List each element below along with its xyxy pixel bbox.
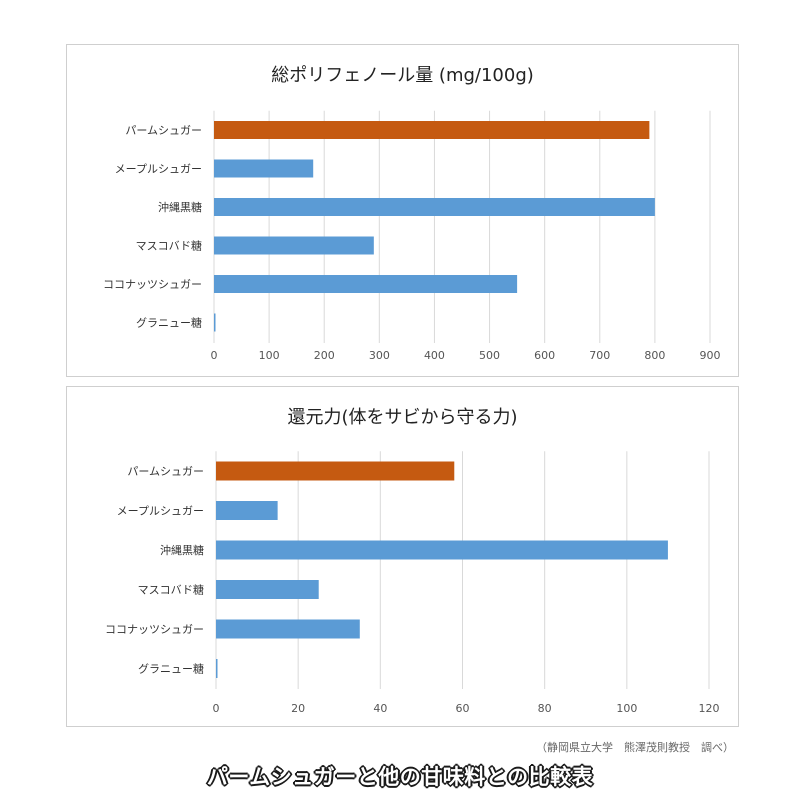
polyphenol-tick-label: 200 xyxy=(314,349,335,362)
reducing-power-bar xyxy=(216,501,278,520)
polyphenol-tick-label: 500 xyxy=(479,349,500,362)
reducing-power-category-label: マスコバド糖 xyxy=(138,583,204,597)
polyphenol-tick-label: 900 xyxy=(700,349,721,362)
polyphenol-bar xyxy=(214,313,216,332)
polyphenol-category-label: メープルシュガー xyxy=(115,163,202,176)
reducing-power-tick-label: 20 xyxy=(291,702,305,715)
reducing-power-category-label: パームシュガー xyxy=(127,465,204,478)
reducing-power-category-label: メープルシュガー xyxy=(117,505,204,518)
polyphenol-category-label: 沖縄黒糖 xyxy=(158,200,202,214)
caption: パームシュガーと他の甘味料との比較表 xyxy=(206,765,594,789)
reducing-power-bar xyxy=(216,540,668,560)
polyphenol-category-label: グラニュー糖 xyxy=(136,316,202,330)
polyphenol-bar xyxy=(214,159,314,178)
polyphenol-tick-label: 400 xyxy=(424,349,445,362)
reducing-power-bar xyxy=(216,619,360,639)
polyphenol-bar xyxy=(214,275,518,293)
polyphenol-tick-label: 300 xyxy=(369,349,390,362)
polyphenol-category-label: パームシュガー xyxy=(125,124,202,137)
reducing-power-category-label: 沖縄黒糖 xyxy=(160,543,204,557)
reducing-power-category-label: ココナッツシュガー xyxy=(105,623,204,636)
reducing-power-tick-label: 0 xyxy=(213,702,220,715)
polyphenol-category-label: ココナッツシュガー xyxy=(103,278,202,291)
reducing-power-category-label: グラニュー糖 xyxy=(138,662,204,676)
source-note: （静岡県立大学 熊澤茂則教授 調べ） xyxy=(536,741,734,754)
polyphenol-bar xyxy=(214,198,655,216)
polyphenol-bar xyxy=(214,121,650,139)
reducing-power-tick-label: 40 xyxy=(373,702,387,715)
reducing-power-tick-label: 120 xyxy=(699,702,720,715)
reducing-power-bar xyxy=(216,461,455,481)
polyphenol-chart-title: 総ポリフェノール量 (mg/100g) xyxy=(271,65,534,86)
reducing-power-bar-chart: 0 20 40 60 80 100 120 パームシュガーメープルシュガー沖縄黒糖マスコバド糖… xyxy=(105,451,720,715)
polyphenol-category-label: マスコバド糖 xyxy=(136,239,202,253)
reducing-power-bar xyxy=(216,659,218,678)
polyphenol-tick-label: 800 xyxy=(644,349,665,362)
polyphenol-tick-label: 0 xyxy=(211,349,218,362)
polyphenol-bar-chart: 0 100 200 300 400 500 600 700 800 900 パームシュガーメープルシ… xyxy=(103,110,721,362)
reducing-power-tick-label: 80 xyxy=(538,702,552,715)
polyphenol-chart-panel: 総ポリフェノール量 (mg/100g) 0 100 200 300 400 500 600 7… xyxy=(66,44,739,377)
reducing-power-bar xyxy=(216,580,319,599)
polyphenol-tick-label: 100 xyxy=(259,349,280,362)
reducing-power-chart-title: 還元力(体をサビから守る力) xyxy=(287,407,518,428)
polyphenol-tick-label: 600 xyxy=(534,349,555,362)
reducing-power-tick-label: 60 xyxy=(456,702,470,715)
polyphenol-bar xyxy=(214,236,374,255)
reducing-power-tick-label: 100 xyxy=(616,702,637,715)
reducing-power-chart-panel: 還元力(体をサビから守る力) 0 20 40 60 80 100 120 パームシュガーメープ… xyxy=(66,386,739,727)
polyphenol-tick-label: 700 xyxy=(589,349,610,362)
